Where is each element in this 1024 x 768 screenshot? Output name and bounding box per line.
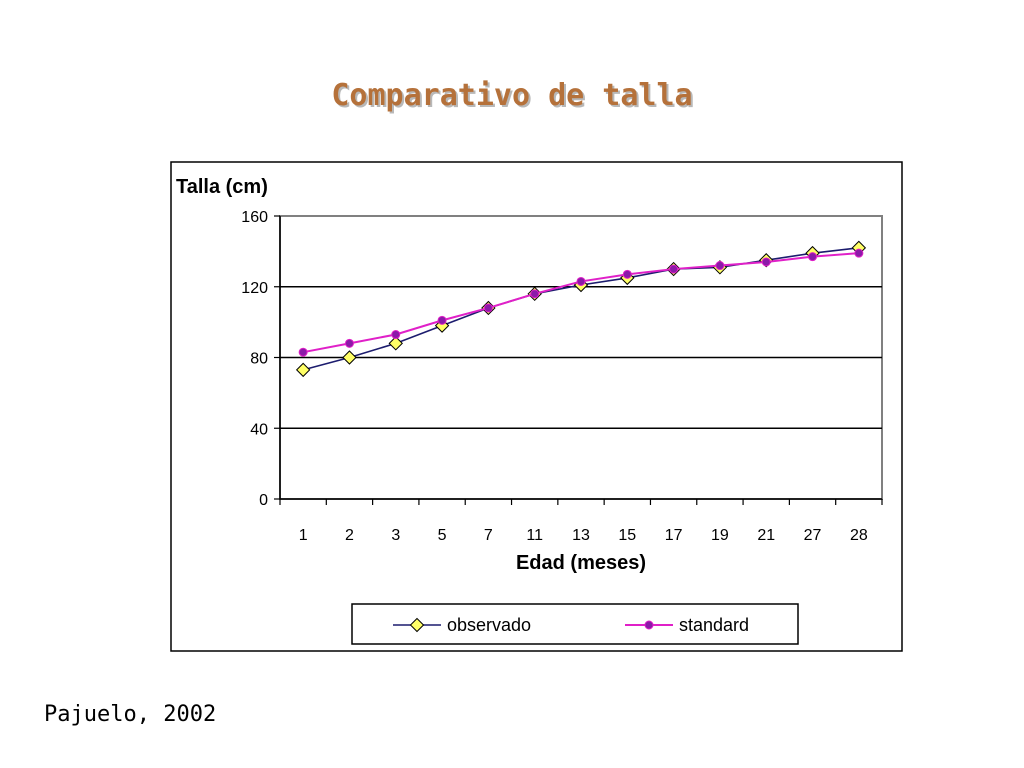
x-axis-ticks: 1 2 3 5 7 11 13 15 17 19 21 27 28 [279, 498, 883, 544]
data-point [854, 248, 864, 258]
data-point [808, 252, 818, 262]
legend-marker [644, 620, 654, 630]
legend: observado standard [351, 603, 799, 645]
data-point [761, 257, 771, 267]
slide-title: Comparativo de talla [331, 78, 693, 113]
citation: Pajuelo, 2002 [44, 702, 217, 727]
legend-box [351, 603, 799, 645]
data-point [530, 289, 540, 299]
data-point [391, 330, 401, 340]
data-point [388, 336, 403, 351]
x-tick-label: 3 [391, 527, 400, 544]
x-tick-label: 21 [757, 527, 775, 544]
y-tick-label: 80 [250, 351, 268, 368]
x-tick-label: 17 [665, 527, 683, 544]
data-point [437, 315, 447, 325]
x-tick-label: 27 [804, 527, 822, 544]
data-point [342, 350, 357, 365]
y-tick-label: 40 [250, 421, 268, 438]
data-point [483, 303, 493, 313]
x-tick-label: 13 [572, 527, 590, 544]
data-point [344, 338, 354, 348]
legend-item-standard: standard [625, 615, 749, 635]
legend-item-observado: observado [393, 615, 531, 635]
x-tick-label: 5 [438, 527, 447, 544]
data-point [298, 347, 308, 357]
y-tick-label: 120 [241, 280, 268, 297]
x-axis-title: Edad (meses) [516, 552, 646, 574]
y-axis-ticks: 0 40 80 120 160 [241, 209, 281, 509]
y-tick-label: 0 [259, 492, 268, 509]
x-tick-label: 1 [299, 527, 308, 544]
x-tick-label: 19 [711, 527, 729, 544]
legend-label: observado [447, 615, 531, 635]
data-point [622, 269, 632, 279]
data-point [295, 362, 311, 378]
series-standard [298, 248, 864, 357]
y-axis-title: Talla (cm) [176, 176, 268, 198]
data-point [576, 276, 586, 286]
x-tick-label: 15 [618, 527, 636, 544]
series-layer [295, 240, 867, 378]
legend-marker [409, 617, 425, 633]
legend-label: standard [679, 615, 749, 635]
x-tick-label: 2 [345, 527, 354, 544]
x-tick-label: 7 [484, 527, 493, 544]
data-point [715, 261, 725, 271]
x-tick-label: 28 [850, 527, 868, 544]
y-tick-label: 160 [241, 209, 268, 226]
data-point [669, 264, 679, 274]
x-tick-label: 11 [526, 527, 543, 544]
